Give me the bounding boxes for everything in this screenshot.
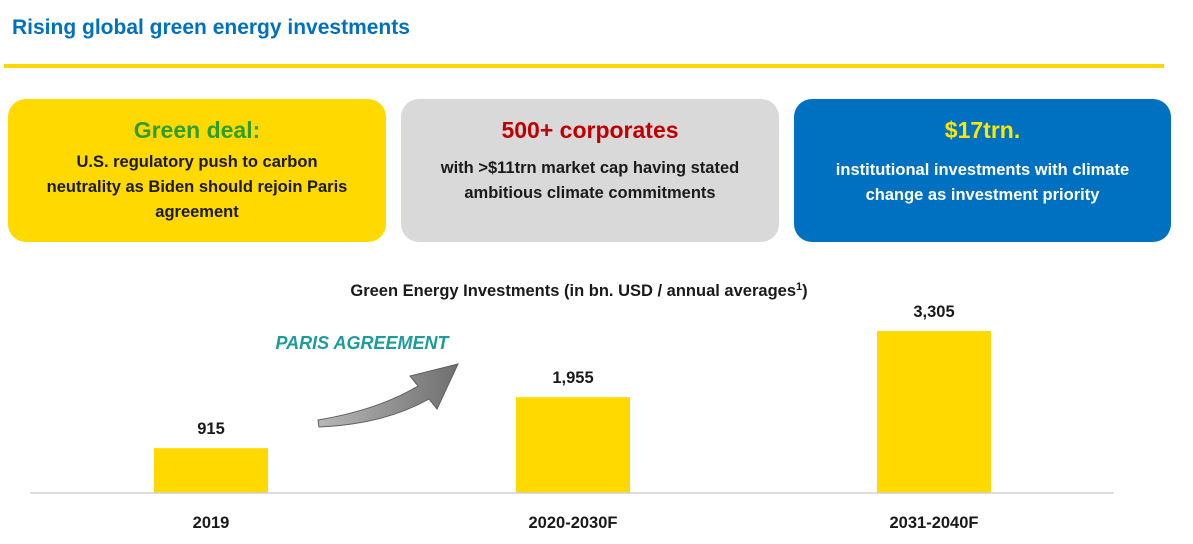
curved-arrow-icon [317, 363, 459, 428]
value-label: 915 [197, 420, 225, 438]
institutional-card: $17trn. institutional investments with c… [794, 99, 1171, 242]
card-body: institutional investments with climate c… [835, 161, 1130, 204]
value-label: 1,955 [552, 369, 593, 387]
x-tick-label: 2019 [193, 514, 230, 532]
x-tick-label: 2031-2040F [890, 514, 979, 532]
bar-2019 [154, 448, 268, 493]
corporates-card: 500+ corporates with >$11trn market cap … [401, 99, 779, 242]
page-title: Rising global green energy investments [12, 16, 410, 39]
chart-title: Green Energy Investments (in bn. USD / a… [350, 281, 807, 300]
card-headline: $17trn. [944, 117, 1021, 143]
card-headline: Green deal: [133, 117, 261, 143]
investments-bar-chart: Green Energy Investments (in bn. USD / a… [30, 281, 1114, 532]
bar-2031-2040f [877, 331, 991, 493]
title-rule [4, 64, 1164, 68]
value-label: 3,305 [913, 303, 954, 321]
green-deal-card: Green deal: U.S. regulatory push to carb… [8, 99, 386, 242]
paris-agreement-label: PARIS AGREEMENT [275, 333, 450, 353]
card-headline: 500+ corporates [501, 117, 679, 143]
bar-2020-2030f [516, 397, 630, 493]
card-body: U.S. regulatory push to carbon neutralit… [46, 153, 348, 221]
x-tick-label: 2020-2030F [529, 514, 618, 532]
card-body: with >$11trn market cap having stated am… [440, 159, 740, 202]
